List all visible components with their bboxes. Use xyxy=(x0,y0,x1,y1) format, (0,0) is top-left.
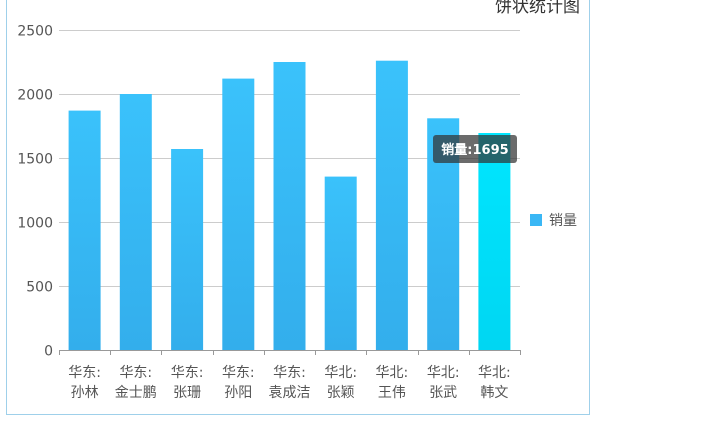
x-tick-label: 华北:张颖 xyxy=(324,365,357,401)
x-axis-labels: 华东:孙林华东:金士鹏华东:张珊华东:孙阳华东:袁成洁华北:张颖华北:王伟华北:… xyxy=(59,350,521,401)
chart-frame xyxy=(6,0,590,415)
y-axis-ticks: 0 500 1000 1500 2000 2500 xyxy=(17,24,53,360)
x-tick-label: 华东:孙林 xyxy=(68,365,101,401)
x-tick-label: 华东:金士鹏 xyxy=(115,365,157,401)
bar[interactable] xyxy=(273,62,306,350)
y-tick-label: 1000 xyxy=(17,216,53,232)
tooltip-text: 销量:1695 xyxy=(441,142,508,158)
legend[interactable]: 销量 xyxy=(530,213,577,229)
bar[interactable] xyxy=(222,78,255,350)
bar[interactable] xyxy=(119,94,152,350)
bars xyxy=(68,60,511,350)
bar[interactable] xyxy=(171,149,204,350)
bar[interactable] xyxy=(68,110,101,350)
x-tick-label: 华东:袁成洁 xyxy=(269,365,311,401)
y-tick-label: 0 xyxy=(44,344,53,360)
x-tick-label: 华东:张珊 xyxy=(171,365,204,401)
tooltip-box xyxy=(433,135,517,163)
y-tick-label: 2000 xyxy=(17,88,53,104)
x-tick-label: 华北:王伟 xyxy=(376,365,409,401)
chart-title: 饼状统计图 xyxy=(495,0,580,17)
x-tick-label: 华北:韩文 xyxy=(478,365,511,401)
legend-label[interactable]: 销量 xyxy=(549,213,577,229)
y-tick-label: 2500 xyxy=(17,24,53,40)
bar[interactable] xyxy=(324,176,357,350)
tooltip: 销量:1695 xyxy=(433,135,517,163)
y-tick-label: 1500 xyxy=(17,152,53,168)
bar[interactable] xyxy=(375,60,408,350)
x-tick-label: 华北:张武 xyxy=(427,365,460,401)
x-tick-label: 华东:孙阳 xyxy=(222,365,255,401)
bar[interactable] xyxy=(478,133,511,350)
legend-swatch[interactable] xyxy=(530,214,542,226)
y-tick-label: 500 xyxy=(26,280,53,296)
